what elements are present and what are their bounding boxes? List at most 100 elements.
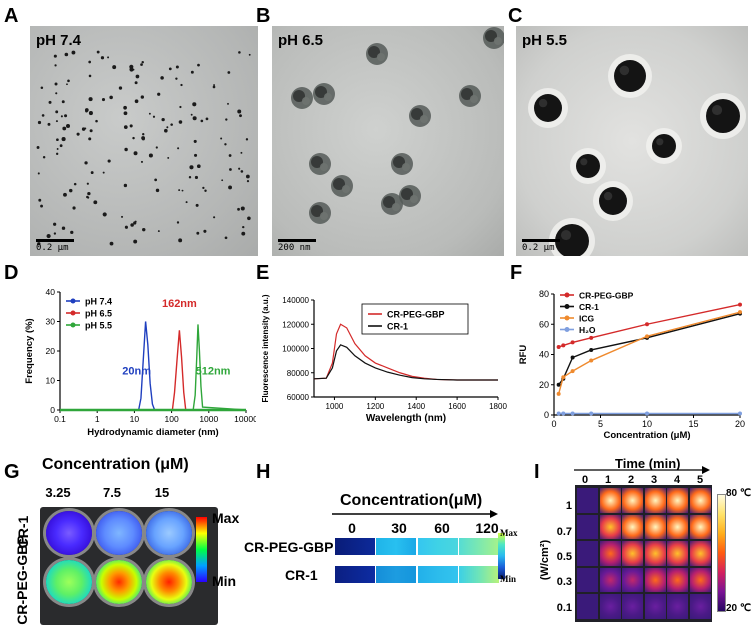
panel-h-strip — [335, 538, 375, 555]
nanoparticle-dot — [67, 79, 70, 83]
nanoparticle-dot — [55, 92, 58, 95]
nanoparticle-dot — [88, 60, 91, 64]
panel-i-heat-cell — [689, 567, 711, 592]
panel-i-heat-cell — [599, 541, 621, 566]
x-tick-label: 0 — [551, 419, 556, 429]
aggregate-particle — [309, 153, 331, 175]
nanoparticle-dot — [55, 152, 59, 156]
aggregate-particle — [391, 153, 413, 175]
nanoparticle-dot — [129, 64, 134, 69]
nanoparticle-dot — [100, 56, 105, 60]
nanoparticle-dot — [123, 183, 128, 188]
plate-well — [146, 511, 192, 555]
nanoparticle-dot — [40, 86, 44, 90]
data-point-cr-peg-gbp — [738, 302, 742, 307]
panel-i-heat-cell — [644, 567, 666, 592]
panel-i-heat-cell — [644, 541, 666, 566]
nanoparticle-dot — [84, 127, 87, 130]
nanoparticle-dot — [88, 97, 93, 102]
nanoparticle-dot — [124, 225, 129, 229]
nanoparticle-dot — [154, 178, 158, 182]
panel-h-strip — [418, 538, 458, 555]
nanoparticle-dot — [203, 229, 207, 233]
legend-label: CR-PEG-GBP — [579, 291, 634, 301]
nanoparticle-dot — [135, 74, 140, 79]
y-axis-title: Frequency (%) — [24, 318, 35, 383]
nanoparticle-dot — [133, 151, 138, 156]
panel-h-col-label: 120 — [475, 520, 499, 536]
panel-i-heat-cell — [599, 567, 621, 592]
spherical-particles — [528, 54, 746, 256]
panel-h-col-label: 0 — [348, 520, 356, 536]
panel-h-col-label: 60 — [434, 520, 450, 536]
nanoparticle-dot — [224, 143, 227, 146]
aggregate-particle — [291, 87, 313, 109]
nanoparticle-dot — [38, 198, 42, 202]
nanoparticle-dot — [178, 238, 183, 243]
nanoparticle-dot — [194, 153, 198, 157]
nanoparticle-dot — [102, 212, 107, 217]
panel-h-scale-min: Min — [500, 574, 517, 584]
nanoparticle-dot — [245, 138, 249, 141]
nanoparticle-dot — [148, 112, 151, 115]
nanoparticle-dot — [202, 186, 205, 189]
panel-letter-b: B — [256, 5, 271, 27]
panel-i-heat-cell — [667, 594, 688, 619]
nanoparticle-dot — [220, 137, 223, 140]
aggregate-particle — [399, 185, 421, 207]
data-point-icg — [556, 391, 561, 396]
panel-h-scale-max: Max — [500, 528, 518, 538]
nanoparticle-dot — [134, 220, 137, 223]
panel-g-colorbar — [196, 517, 207, 582]
nanoparticle-dot — [227, 71, 231, 74]
nanoparticle-dot — [40, 204, 43, 208]
data-point-icg — [589, 358, 594, 363]
nanoparticle-dot — [200, 119, 204, 123]
aggregate-particle — [313, 83, 335, 105]
nanoparticle-dot — [175, 77, 178, 80]
nanoparticle-dot — [95, 119, 98, 123]
panel-i-row-label: 1 — [565, 500, 572, 512]
panel-letter-g: G — [4, 461, 20, 483]
y-tick-label: 100000 — [282, 345, 309, 354]
panel-i-heat-cell — [622, 541, 643, 566]
y-tick-label: 20 — [539, 380, 549, 390]
nanoparticle-dot — [56, 138, 59, 142]
data-point-icg — [738, 310, 742, 315]
nanoparticle-dot — [65, 124, 71, 129]
nanoparticle-dot — [227, 102, 229, 105]
y-tick-label: 120000 — [282, 320, 309, 329]
nanoparticle-dot — [53, 232, 57, 235]
panel-h-title: Concentration(μM) — [340, 492, 483, 509]
nanoparticle-dot — [180, 83, 183, 87]
nanoparticle-dot — [72, 206, 76, 210]
spherical-particle — [646, 128, 682, 164]
nanoparticle-dot — [240, 151, 243, 154]
nanoparticle-dot — [155, 146, 158, 149]
panel-i-heat-cell — [667, 567, 688, 592]
scale-text: 0.2 μm — [522, 243, 555, 253]
x-tick-label: 1 — [95, 414, 100, 424]
panel-i-heat-cell — [667, 514, 688, 539]
nanoparticle-dot — [166, 126, 169, 129]
panel-h-row-label-cr1: CR-1 — [285, 567, 318, 583]
nanoparticle-dot — [53, 54, 57, 58]
panel-h-colorbar — [498, 533, 505, 579]
panel-i-row-label: 0.7 — [556, 526, 572, 538]
panel-i-heat-cell — [667, 541, 688, 566]
nanoparticle-dot — [47, 122, 51, 126]
nanoparticle-dot — [178, 120, 183, 124]
tem-image-ph74: pH 7.4 0.2 μm — [30, 26, 258, 256]
nanoparticle-dot — [130, 223, 134, 227]
peak-label: 162nm — [162, 298, 197, 310]
x-tick-label: 10 — [130, 414, 140, 424]
nanoparticle-dot — [76, 132, 80, 136]
spherical-particle — [608, 54, 652, 98]
x-tick-label: 20 — [735, 419, 745, 429]
data-point-cr-peg-gbp — [570, 340, 575, 345]
panel-letter-d: D — [4, 262, 19, 284]
nanoparticle-dot — [245, 174, 250, 179]
nanoparticle-dot — [107, 56, 110, 59]
y-tick-label: 0 — [50, 405, 55, 415]
nanoparticle-dot — [157, 92, 161, 96]
